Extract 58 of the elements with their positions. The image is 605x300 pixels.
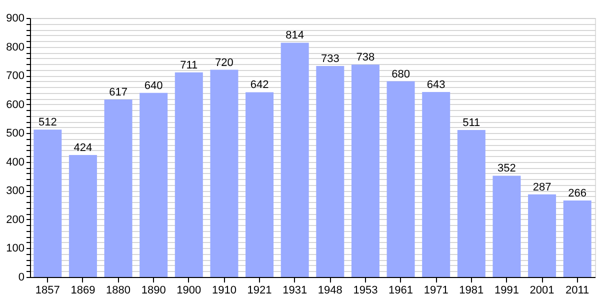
data-label: 617 xyxy=(109,86,128,98)
y-tick-label: 300 xyxy=(6,185,24,198)
y-tick-label: 100 xyxy=(6,242,24,255)
y-tick-label: 600 xyxy=(6,98,24,111)
y-tick-label: 900 xyxy=(6,12,24,24)
data-label: 352 xyxy=(498,162,516,175)
x-tick-label: 1991 xyxy=(494,284,519,296)
data-label: 640 xyxy=(144,80,163,92)
data-label: 738 xyxy=(356,52,375,64)
y-tick-label: 400 xyxy=(6,156,24,168)
x-tick-label: 2011 xyxy=(566,284,590,296)
bar xyxy=(457,130,486,277)
bar xyxy=(210,70,238,277)
x-tick-label: 1857 xyxy=(35,284,60,296)
bar xyxy=(528,194,556,277)
bar xyxy=(68,154,97,277)
y-tick-label: 0 xyxy=(18,272,24,284)
data-label: 642 xyxy=(250,79,269,92)
x-tick-label: 1890 xyxy=(141,284,166,296)
data-label: 287 xyxy=(532,181,552,194)
bar xyxy=(246,92,274,277)
data-label: 511 xyxy=(462,116,480,129)
data-label: 512 xyxy=(38,116,57,129)
x-tick-label: 1900 xyxy=(176,284,202,296)
bar xyxy=(351,64,380,277)
data-label: 814 xyxy=(286,30,304,42)
bar xyxy=(563,200,592,277)
data-label: 266 xyxy=(568,187,587,200)
x-tick-label: 1931 xyxy=(282,284,308,296)
data-label: 424 xyxy=(74,142,92,154)
bar xyxy=(104,99,132,277)
y-tick-label: 800 xyxy=(6,41,24,54)
bar xyxy=(280,42,309,277)
y-tick-label: 200 xyxy=(6,214,24,226)
bar xyxy=(492,176,521,277)
x-tick-label: 1961 xyxy=(388,284,414,296)
x-tick-label: 1948 xyxy=(318,284,342,296)
bar xyxy=(386,81,415,277)
data-label: 733 xyxy=(320,53,340,66)
data-label: 680 xyxy=(392,68,410,80)
bar xyxy=(316,66,344,277)
data-label: 720 xyxy=(215,56,234,69)
bar xyxy=(174,72,203,277)
data-label: 711 xyxy=(180,59,198,72)
x-tick-label: 2001 xyxy=(530,284,554,296)
data-label: 643 xyxy=(426,78,446,91)
x-tick-label: 1880 xyxy=(106,284,131,296)
bar xyxy=(422,92,450,277)
bar xyxy=(140,92,168,277)
x-tick-label: 1921 xyxy=(247,284,272,296)
x-tick-label: 1910 xyxy=(212,284,236,296)
y-tick-label: 500 xyxy=(6,128,24,140)
x-tick-label: 1953 xyxy=(353,284,378,296)
y-tick-label: 700 xyxy=(6,70,24,82)
x-tick-label: 1869 xyxy=(70,284,96,296)
x-tick-label: 1971 xyxy=(424,284,448,296)
bar xyxy=(34,130,62,277)
x-tick-label: 1981 xyxy=(459,284,484,296)
